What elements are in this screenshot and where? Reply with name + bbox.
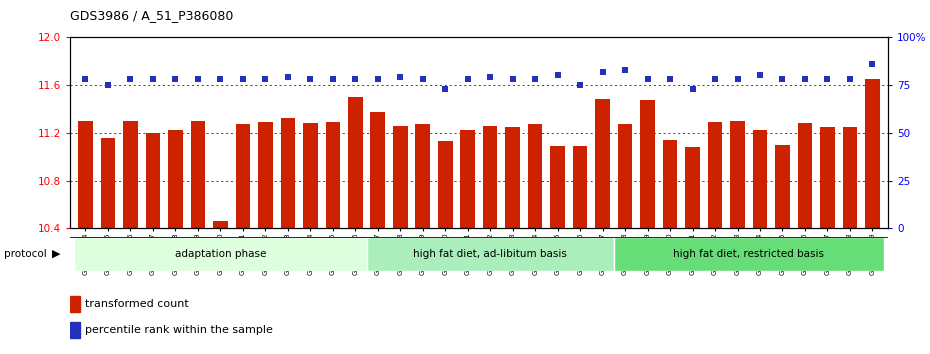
Point [392,74,407,80]
Bar [303,123,318,228]
Bar [708,122,723,228]
Point [730,76,745,82]
Bar [730,121,745,228]
Bar [235,124,250,228]
Point [438,86,453,92]
Bar [843,127,857,228]
Point [483,74,498,80]
Point [348,76,363,82]
Bar [70,322,80,338]
Point [505,76,520,82]
Bar [168,130,182,228]
Bar [483,126,498,228]
Point [798,76,813,82]
Bar [191,121,206,228]
Bar [595,99,610,228]
Point [685,86,700,92]
Text: protocol: protocol [4,249,46,259]
Text: transformed count: transformed count [85,298,189,309]
Bar [393,126,407,228]
Bar [348,97,363,228]
Bar [123,121,138,228]
Bar [100,138,115,228]
Bar [551,146,565,228]
Bar [74,237,366,271]
Point [752,73,767,78]
Text: high fat diet, restricted basis: high fat diet, restricted basis [673,249,824,259]
Point [775,76,790,82]
Bar [776,145,790,228]
Bar [640,101,655,228]
Bar [820,127,835,228]
Bar [370,113,385,228]
Bar [752,130,767,228]
Point [145,76,160,82]
Bar [416,124,430,228]
Text: high fat diet, ad-libitum basis: high fat diet, ad-libitum basis [413,249,567,259]
Bar [798,123,812,228]
Bar [663,140,677,228]
Point [460,76,475,82]
Point [843,76,857,82]
Point [258,76,272,82]
Bar [366,237,614,271]
Bar [505,127,520,228]
Point [527,76,542,82]
Bar [281,119,295,228]
Text: percentile rank within the sample: percentile rank within the sample [85,325,273,335]
Point [100,82,115,88]
Point [708,76,723,82]
Point [618,67,632,73]
Point [662,76,677,82]
Text: adaptation phase: adaptation phase [175,249,266,259]
Point [595,69,610,74]
Bar [213,221,228,228]
Bar [865,79,880,228]
Bar [685,147,700,228]
Bar [70,296,80,312]
Point [551,73,565,78]
Bar [78,121,93,228]
Point [235,76,250,82]
Bar [528,124,542,228]
Point [416,76,431,82]
Bar [258,122,272,228]
Point [78,76,93,82]
Point [191,76,206,82]
Point [326,76,340,82]
Bar [146,133,160,228]
Point [573,82,588,88]
Point [865,61,880,67]
Bar [618,124,632,228]
Bar [460,130,475,228]
Bar [438,141,453,228]
Point [281,74,296,80]
Bar [573,146,588,228]
Point [370,76,385,82]
Point [640,76,655,82]
Point [213,76,228,82]
Text: GDS3986 / A_51_P386080: GDS3986 / A_51_P386080 [70,9,233,22]
Bar [326,122,340,228]
Point [168,76,183,82]
Text: ▶: ▶ [52,249,60,259]
Bar [614,237,884,271]
Point [820,76,835,82]
Point [303,76,318,82]
Point [123,76,138,82]
